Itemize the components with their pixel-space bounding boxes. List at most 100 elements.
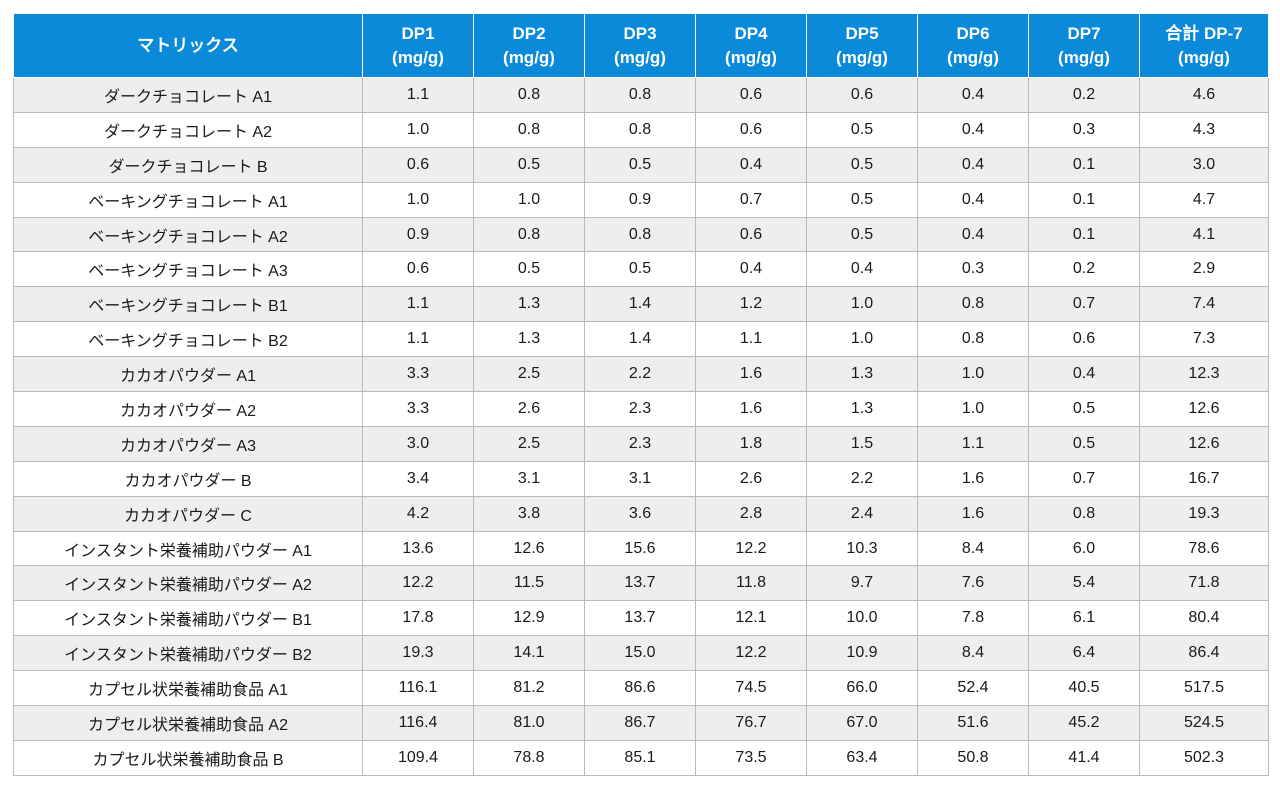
value-cell: 9.7 — [806, 565, 918, 602]
value-cell: 7.4 — [1139, 286, 1269, 323]
value-cell: 7.8 — [917, 600, 1029, 637]
value-cell: 0.8 — [1028, 495, 1140, 532]
header-matrix: マトリックス — [13, 13, 363, 78]
header-unit: (mg/g) — [836, 47, 888, 67]
header-unit: (mg/g) — [1058, 47, 1110, 67]
value-cell: 1.2 — [695, 286, 807, 323]
value-cell: 1.6 — [695, 391, 807, 427]
value-cell: 1.8 — [695, 425, 807, 462]
table-row: カカオパウダー A2 3.3 2.6 2.3 1.6 1.3 1.0 0.5 12.6 — [13, 391, 1269, 427]
value-cell: 1.3 — [806, 356, 918, 393]
value-cell: 6.0 — [1028, 530, 1140, 567]
value-cell: 10.0 — [806, 600, 918, 637]
value-cell: 13.7 — [584, 565, 696, 602]
value-cell: 0.4 — [917, 146, 1029, 183]
value-cell: 41.4 — [1028, 739, 1140, 776]
value-cell: 517.5 — [1139, 670, 1269, 707]
value-cell: 3.3 — [362, 356, 474, 393]
value-cell: 109.4 — [362, 739, 474, 776]
value-cell: 0.7 — [695, 181, 807, 218]
value-cell: 2.3 — [584, 391, 696, 427]
value-cell: 0.4 — [917, 216, 1029, 253]
value-cell: 7.3 — [1139, 321, 1269, 358]
value-cell: 0.4 — [917, 77, 1029, 113]
table-row: カプセル状栄養補助食品 A2 116.4 81.0 86.7 76.7 67.0 51.6 4… — [13, 705, 1269, 741]
header-unit: (mg/g) — [614, 47, 666, 67]
value-cell: 0.4 — [695, 251, 807, 288]
table-body: ダークチョコレート A1 1.1 0.8 0.8 0.6 0.6 0.4 0.2 4.6 ダークチ… — [13, 77, 1269, 776]
value-cell: 2.3 — [584, 425, 696, 462]
value-cell: 0.4 — [917, 181, 1029, 218]
matrix-name-cell: カカオパウダー A3 — [13, 425, 363, 462]
header-unit: (mg/g) — [392, 47, 444, 67]
value-cell: 0.5 — [473, 146, 585, 183]
value-cell: 67.0 — [806, 705, 918, 741]
value-cell: 52.4 — [917, 670, 1029, 707]
matrix-name-cell: インスタント栄養補助パウダー A2 — [13, 565, 363, 602]
value-cell: 12.3 — [1139, 356, 1269, 393]
matrix-name-cell: ベーキングチョコレート B1 — [13, 286, 363, 323]
value-cell: 1.0 — [362, 111, 474, 148]
value-cell: 13.7 — [584, 600, 696, 637]
header-label: DP2 — [512, 23, 546, 43]
value-cell: 0.1 — [1028, 216, 1140, 253]
value-cell: 0.5 — [806, 111, 918, 148]
value-cell: 1.3 — [806, 391, 918, 427]
value-cell: 1.1 — [362, 321, 474, 358]
value-cell: 0.4 — [806, 251, 918, 288]
table-row: カカオパウダー B 3.4 3.1 3.1 2.6 2.2 1.6 0.7 16.7 — [13, 460, 1269, 497]
value-cell: 116.4 — [362, 705, 474, 741]
header-col-5: DP5 (mg/g) — [806, 13, 918, 78]
value-cell: 3.8 — [473, 495, 585, 532]
value-cell: 6.1 — [1028, 600, 1140, 637]
value-cell: 12.2 — [695, 530, 807, 567]
value-cell: 0.6 — [695, 77, 807, 113]
value-cell: 0.5 — [806, 146, 918, 183]
value-cell: 19.3 — [1139, 495, 1269, 532]
value-cell: 0.8 — [584, 111, 696, 148]
table-row: ダークチョコレート B 0.6 0.5 0.5 0.4 0.5 0.4 0.1 3.0 — [13, 146, 1269, 183]
value-cell: 4.6 — [1139, 77, 1269, 113]
matrix-name-cell: ベーキングチョコレート B2 — [13, 321, 363, 358]
table-row: カカオパウダー A3 3.0 2.5 2.3 1.8 1.5 1.1 0.5 12.6 — [13, 425, 1269, 462]
value-cell: 0.3 — [1028, 111, 1140, 148]
header-col-2: DP2 (mg/g) — [473, 13, 585, 78]
value-cell: 86.7 — [584, 705, 696, 741]
matrix-name-cell: ダークチョコレート B — [13, 146, 363, 183]
value-cell: 0.7 — [1028, 460, 1140, 497]
value-cell: 0.8 — [584, 216, 696, 253]
header-unit: (mg/g) — [947, 47, 999, 67]
value-cell: 0.8 — [584, 77, 696, 113]
value-cell: 13.6 — [362, 530, 474, 567]
matrix-name-cell: カカオパウダー B — [13, 460, 363, 497]
value-cell: 81.0 — [473, 705, 585, 741]
value-cell: 0.5 — [473, 251, 585, 288]
value-cell: 0.2 — [1028, 77, 1140, 113]
value-cell: 2.9 — [1139, 251, 1269, 288]
value-cell: 1.3 — [473, 286, 585, 323]
table-row: ダークチョコレート A2 1.0 0.8 0.8 0.6 0.5 0.4 0.3 4.3 — [13, 111, 1269, 148]
value-cell: 3.0 — [1139, 146, 1269, 183]
value-cell: 12.9 — [473, 600, 585, 637]
value-cell: 50.8 — [917, 739, 1029, 776]
header-unit: (mg/g) — [1178, 47, 1230, 67]
table-row: インスタント栄養補助パウダー A2 12.2 11.5 13.7 11.8 9.7 7.6 5… — [13, 565, 1269, 602]
value-cell: 1.1 — [362, 286, 474, 323]
value-cell: 12.1 — [695, 600, 807, 637]
header-unit: (mg/g) — [725, 47, 777, 67]
matrix-name-cell: インスタント栄養補助パウダー B1 — [13, 600, 363, 637]
value-cell: 3.4 — [362, 460, 474, 497]
value-cell: 74.5 — [695, 670, 807, 707]
value-cell: 73.5 — [695, 739, 807, 776]
value-cell: 0.9 — [584, 181, 696, 218]
value-cell: 51.6 — [917, 705, 1029, 741]
value-cell: 0.1 — [1028, 181, 1140, 218]
value-cell: 11.8 — [695, 565, 807, 602]
matrix-name-cell: ダークチョコレート A1 — [13, 77, 363, 113]
value-cell: 2.5 — [473, 356, 585, 393]
value-cell: 4.1 — [1139, 216, 1269, 253]
value-cell: 6.4 — [1028, 635, 1140, 672]
value-cell: 0.6 — [362, 146, 474, 183]
value-cell: 1.0 — [917, 391, 1029, 427]
value-cell: 0.8 — [473, 111, 585, 148]
